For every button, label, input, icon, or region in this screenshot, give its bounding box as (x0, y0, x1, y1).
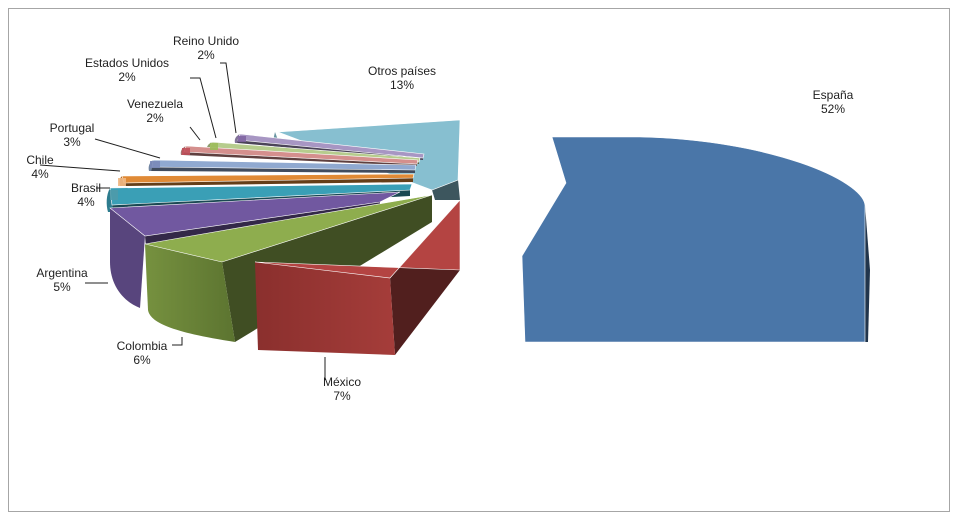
data-label-category: Venezuela (127, 97, 183, 111)
data-label-category: Reino Unido (173, 34, 239, 48)
data-label-value: 6% (133, 353, 151, 367)
data-label-value: 2% (146, 111, 164, 125)
data-label-estados-unidos: Estados Unidos 2% (85, 56, 169, 84)
data-label-espana: España 52% (813, 88, 854, 116)
data-label-argentina: Argentina 5% (36, 266, 88, 294)
data-label-category: Colombia (117, 339, 168, 353)
data-label-value: 52% (821, 102, 845, 116)
pie-slice-espana (521, 136, 870, 343)
pie-slice-mexico (254, 199, 461, 355)
leader-line (39, 164, 121, 172)
pie-slice-edge (118, 178, 126, 186)
data-label-value: 2% (197, 48, 215, 62)
data-label-value: 13% (390, 78, 414, 92)
pie-slice-edge (110, 190, 118, 200)
pie-slice-side (865, 205, 870, 342)
leader-line (220, 62, 237, 134)
data-label-category: Portugal (50, 121, 95, 135)
pie-slice-edge (182, 148, 190, 155)
pie-slice-top (521, 136, 866, 343)
pie-slice-top (254, 199, 461, 279)
pie-slice-edge (238, 136, 246, 142)
data-label-venezuela: Venezuela 2% (127, 97, 183, 125)
data-label-category: México (323, 375, 361, 389)
pie-slice-front (255, 262, 395, 355)
data-label-category: España (813, 88, 854, 102)
data-label-value: 4% (31, 167, 49, 181)
pie-slice-edge (150, 161, 160, 168)
data-label-category: Estados Unidos (85, 56, 169, 70)
data-label-otros-paises: Otros países 13% (368, 64, 436, 92)
data-label-brasil: Brasil 4% (71, 181, 101, 209)
leader-line (190, 77, 217, 139)
data-label-colombia: Colombia 6% (117, 339, 168, 367)
data-label-category: Otros países (368, 64, 436, 78)
pie-slice-side (124, 178, 413, 186)
pie-slice-top (144, 194, 433, 263)
pie-slice-side (151, 167, 415, 173)
pie-slice-side (432, 180, 460, 200)
data-label-category: Brasil (71, 181, 101, 195)
pie-slice-side (183, 152, 417, 166)
data-label-mexico: México 7% (323, 375, 361, 403)
pie-slice-top (109, 191, 401, 237)
pie-slice-chile (119, 173, 415, 186)
data-label-value: 2% (118, 70, 136, 84)
data-label-portugal: Portugal 3% (50, 121, 95, 149)
data-label-value: 5% (53, 280, 71, 294)
leader-line (189, 126, 201, 141)
pie-slice-front (145, 244, 235, 342)
data-label-value: 7% (333, 389, 351, 403)
data-label-value: 4% (77, 195, 95, 209)
leader-line (94, 138, 161, 159)
data-label-category: Argentina (36, 266, 88, 280)
pie-slice-front (110, 208, 145, 308)
data-label-value: 3% (63, 135, 81, 149)
pie-slice-edge (210, 143, 218, 150)
data-label-category: Chile (26, 153, 54, 167)
data-label-chile: Chile 4% (26, 153, 54, 181)
leader-line (172, 337, 183, 346)
data-label-reino-unido: Reino Unido 2% (173, 34, 239, 62)
